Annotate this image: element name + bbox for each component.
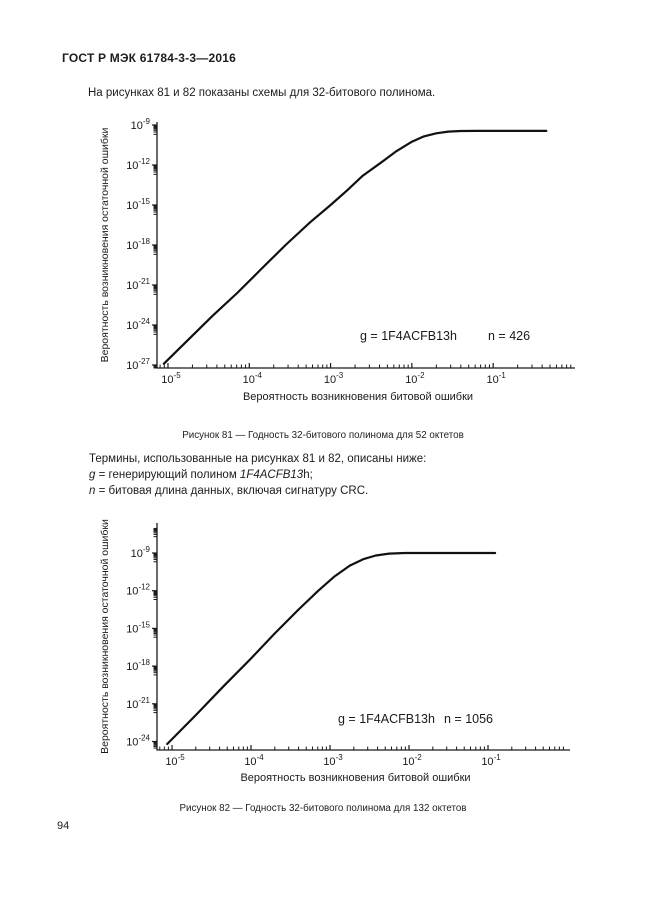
- term-g-symbol: g: [89, 468, 96, 481]
- x-tick-label: 10-2: [405, 371, 425, 386]
- term-n-symbol: n: [89, 484, 96, 497]
- terms-intro-line: Термины, использованные на рисунках 81 и…: [89, 453, 427, 465]
- y-tick-label: 10-21: [126, 696, 150, 711]
- x-tick-label: 10-2: [402, 753, 422, 768]
- terms-g-definition: g = генерирующий полином 1F4ACFB13h;: [89, 468, 426, 484]
- x-tick-label: 10-3: [323, 753, 343, 768]
- annotation-bit-length: n = 1056: [444, 712, 493, 726]
- y-tick-label: 10-15: [126, 197, 150, 212]
- term-g-text: = генерирующий полином: [95, 468, 240, 481]
- data-curve: [166, 551, 497, 746]
- y-tick-label: 10-12: [126, 583, 150, 598]
- x-tick-label: 10-5: [165, 753, 185, 768]
- figure-82-caption: Рисунок 82 — Годность 32-битового полино…: [179, 803, 467, 814]
- x-tick-label: 10-4: [243, 371, 263, 386]
- y-tick-label: 10-24: [126, 317, 150, 332]
- y-tick-label: 10-27: [126, 357, 150, 372]
- x-axis-title: Вероятность возникновения битовой ошибки: [243, 391, 473, 403]
- x-tick-label: 10-5: [161, 371, 181, 386]
- figure-81-chart: 10-9 10-12 10-15 10-18 10-21 10-24 10-27 10-5 10…: [99, 117, 575, 403]
- y-axis-title: Вероятность возникновения остаточной оши…: [99, 127, 111, 362]
- y-tick-label: 10-24: [126, 734, 150, 749]
- y-tick-label: 10-9: [131, 545, 151, 560]
- y-tick-label: 10-21: [126, 277, 150, 292]
- data-curve: [162, 129, 548, 365]
- page-number: 94: [57, 820, 70, 832]
- annotation-bit-length: n = 426: [488, 329, 530, 343]
- x-axis-title: Вероятность возникновения битовой ошибки: [240, 772, 470, 784]
- annotation-generator-polynomial: g = 1F4ACFB13h: [338, 712, 435, 726]
- y-tick-label: 10-18: [126, 237, 150, 252]
- document-header: ГОСТ Р МЭК 61784-3-3—2016: [62, 51, 236, 65]
- term-g-polynomial: 1F4ACFB13: [239, 468, 304, 481]
- annotation-generator-polynomial: g = 1F4ACFB13h: [360, 329, 457, 343]
- x-tick-label: 10-4: [244, 753, 264, 768]
- y-tick-label: 10-18: [126, 658, 150, 673]
- y-axis-title: Вероятность возникновения остаточной оши…: [99, 519, 111, 754]
- figure-82-chart: 10-9 10-12 10-15 10-18 10-21 10-24 10-5 10-4 10-…: [99, 519, 570, 784]
- y-tick-label: 10-9: [131, 117, 151, 132]
- intro-paragraph: На рисунках 81 и 82 показаны схемы для 3…: [88, 87, 436, 99]
- terms-n-definition: n = битовая длина данных, включая сигнат…: [89, 484, 426, 500]
- x-tick-label: 10-1: [486, 371, 506, 386]
- term-g-suffix: h;: [303, 468, 313, 481]
- term-n-text: = битовая длина данных, включая сигнатур…: [95, 484, 369, 497]
- figure-81-caption: Рисунок 81 — Годность 32-битового полино…: [182, 430, 464, 441]
- x-tick-label: 10-3: [324, 371, 344, 386]
- terms-block: Термины, использованные на рисунках 81 и…: [89, 452, 426, 499]
- y-tick-label: 10-15: [126, 620, 150, 635]
- y-tick-label: 10-12: [126, 157, 150, 172]
- x-tick-label: 10-1: [481, 753, 501, 768]
